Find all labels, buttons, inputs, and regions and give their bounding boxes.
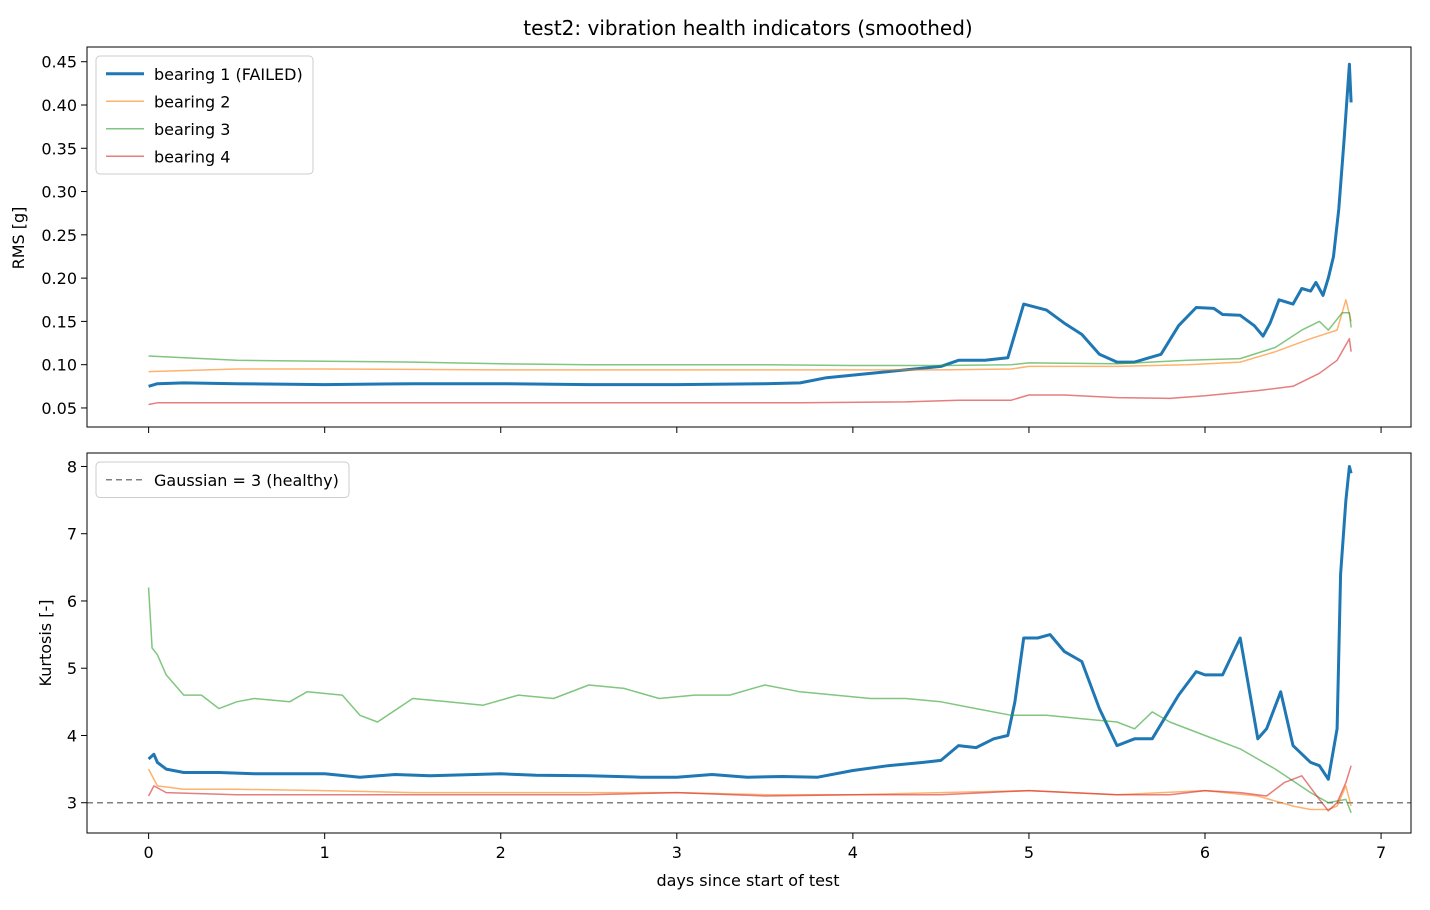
kurtosis-plot-area: 0 1 2 3 4 5 6 7 3 4 5 6 7 8 xyxy=(67,452,1412,862)
x-axis-label: days since start of test xyxy=(656,871,839,890)
y-tick-label: 0.15 xyxy=(41,312,77,331)
y-tick-label: 8 xyxy=(67,457,77,476)
legend-label: bearing 3 xyxy=(154,120,230,139)
y-tick-label: 3 xyxy=(67,794,77,813)
x-tick-label: 3 xyxy=(672,843,682,862)
x-tick-label: 5 xyxy=(1024,843,1034,862)
rms-legend: bearing 1 (FAILED) bearing 2 bearing 3 bear… xyxy=(95,55,314,175)
y-tick-label: 0.35 xyxy=(41,139,77,158)
figure-title: test2: vibration health indicators (smoo… xyxy=(523,16,972,40)
x-tick-label: 2 xyxy=(496,843,506,862)
y-tick-label: 0.45 xyxy=(41,53,77,72)
y-tick-label: 0.25 xyxy=(41,226,77,245)
legend-label: Gaussian = 3 (healthy) xyxy=(154,471,339,490)
legend-label: bearing 4 xyxy=(154,147,230,166)
axes-frame xyxy=(86,46,1412,428)
legend-box xyxy=(95,461,350,498)
kurtosis-y-axis-label: Kurtosis [-] xyxy=(36,600,55,687)
series-line-4 xyxy=(148,337,1352,406)
x-tick-label: 6 xyxy=(1200,843,1210,862)
rms-panel: 0.05 0.10 0.15 0.20 0.25 0.30 0.35 0.40 0.45 RMS… xyxy=(9,46,1412,433)
y-tick-label: 5 xyxy=(67,659,77,678)
legend-label: bearing 2 xyxy=(154,92,230,111)
series-line-2 xyxy=(147,587,1352,814)
series-line-1 xyxy=(148,62,1353,388)
y-tick-label: 4 xyxy=(67,726,77,745)
x-tick-label: 7 xyxy=(1376,843,1386,862)
series-line-3 xyxy=(147,768,1352,811)
legend-label: bearing 1 (FAILED) xyxy=(154,65,303,84)
y-tick-label: 0.05 xyxy=(41,399,77,418)
x-tick-label: 1 xyxy=(320,843,330,862)
rms-y-axis-label: RMS [g] xyxy=(9,207,28,270)
kurtosis-legend: Gaussian = 3 (healthy) xyxy=(95,461,350,498)
series-line-4 xyxy=(147,765,1352,812)
series-line-3 xyxy=(148,311,1352,367)
axes-frame xyxy=(86,452,1412,834)
kurtosis-panel: 0 1 2 3 4 5 6 7 3 4 5 6 7 8 Kurtosis [-] Gaussian = 3… xyxy=(36,452,1412,862)
series-line-2 xyxy=(148,299,1352,373)
y-tick-label: 0.20 xyxy=(41,269,77,288)
y-tick-label: 6 xyxy=(67,592,77,611)
y-tick-label: 7 xyxy=(67,525,77,544)
series-line-1 xyxy=(147,465,1353,781)
legend-box xyxy=(95,55,314,175)
y-tick-label: 0.40 xyxy=(41,96,77,115)
y-tick-label: 0.30 xyxy=(41,183,77,202)
y-tick-label: 0.10 xyxy=(41,356,77,375)
x-tick-label: 4 xyxy=(848,843,858,862)
rms-plot-area: 0.05 0.10 0.15 0.20 0.25 0.30 0.35 0.40 0.45 xyxy=(41,46,1412,433)
x-tick-label: 0 xyxy=(144,843,154,862)
